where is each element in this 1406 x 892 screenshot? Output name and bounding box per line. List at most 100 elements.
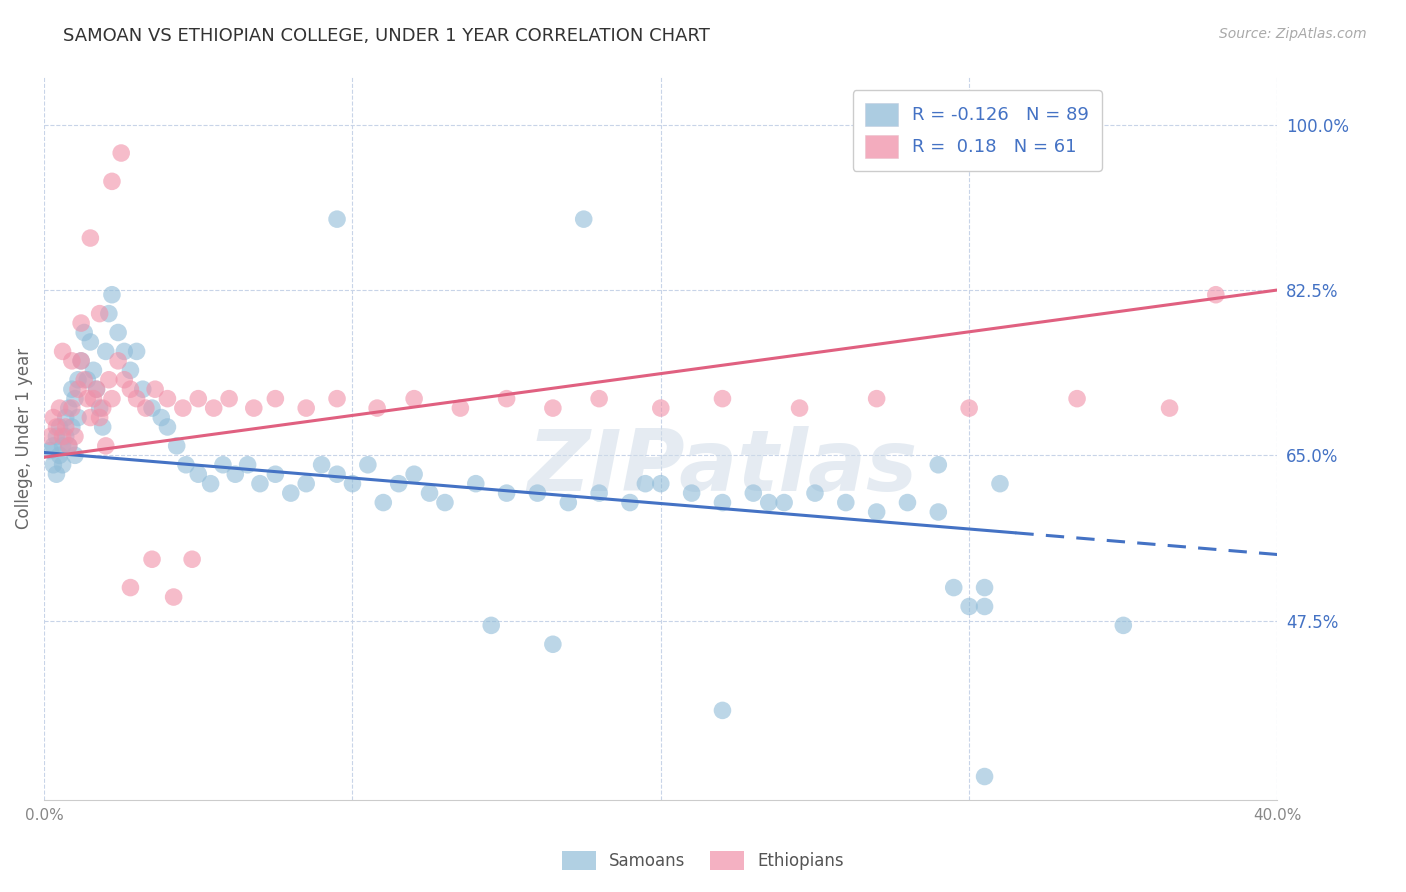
Point [224, 467, 246, 482]
Point [404, 467, 426, 482]
Point [86, 382, 108, 396]
Point [326, 392, 349, 406]
Point [42, 458, 65, 472]
Point [295, 401, 318, 416]
Point [495, 392, 517, 406]
Point [94, 439, 117, 453]
Point [865, 505, 887, 519]
Point [200, 476, 222, 491]
Point [973, 581, 995, 595]
Point [957, 401, 980, 416]
Point [48, 420, 70, 434]
Point [60, 401, 83, 416]
Point [758, 495, 780, 509]
Point [143, 382, 166, 396]
Point [66, 382, 89, 396]
Point [541, 401, 564, 416]
Point [218, 392, 240, 406]
Point [174, 458, 197, 472]
Text: Source: ZipAtlas.com: Source: ZipAtlas.com [1219, 27, 1367, 41]
Point [79, 410, 101, 425]
Point [89, 401, 111, 416]
Point [681, 486, 703, 500]
Point [202, 401, 225, 416]
Point [249, 476, 271, 491]
Point [572, 212, 595, 227]
Point [63, 429, 86, 443]
Point [52, 439, 75, 453]
Point [711, 392, 734, 406]
Point [60, 354, 83, 368]
Point [449, 401, 471, 416]
Point [373, 495, 395, 509]
Point [495, 486, 517, 500]
Point [55, 429, 77, 443]
Point [187, 467, 209, 482]
Point [70, 316, 93, 330]
Point [1066, 392, 1088, 406]
Point [89, 307, 111, 321]
Point [76, 392, 98, 406]
Point [404, 392, 426, 406]
Point [94, 344, 117, 359]
Point [132, 382, 155, 396]
Point [63, 448, 86, 462]
Point [650, 401, 672, 416]
Point [120, 581, 142, 595]
Point [86, 382, 108, 396]
Point [73, 326, 96, 340]
Point [107, 326, 129, 340]
Point [48, 401, 70, 416]
Point [326, 467, 349, 482]
Point [82, 392, 104, 406]
Point [52, 458, 75, 472]
Point [70, 354, 93, 368]
Point [101, 174, 124, 188]
Point [973, 770, 995, 784]
Point [82, 363, 104, 377]
Point [711, 703, 734, 717]
Point [39, 443, 62, 458]
Point [804, 486, 827, 500]
Point [711, 495, 734, 509]
Point [66, 410, 89, 425]
Point [60, 420, 83, 434]
Point [634, 476, 657, 491]
Point [97, 373, 120, 387]
Point [107, 354, 129, 368]
Point [76, 373, 98, 387]
Point [264, 467, 287, 482]
Point [42, 410, 65, 425]
Point [280, 486, 302, 500]
Text: SAMOAN VS ETHIOPIAN COLLEGE, UNDER 1 YEAR CORRELATION CHART: SAMOAN VS ETHIOPIAN COLLEGE, UNDER 1 YEA… [63, 27, 710, 45]
Point [150, 410, 173, 425]
Point [55, 410, 77, 425]
Point [52, 429, 75, 443]
Point [48, 448, 70, 462]
Point [141, 401, 163, 416]
Legend: R = -0.126   N = 89, R =  0.18   N = 61: R = -0.126 N = 89, R = 0.18 N = 61 [853, 90, 1102, 170]
Point [45, 420, 67, 434]
Point [742, 486, 765, 500]
Point [526, 486, 548, 500]
Point [366, 401, 388, 416]
Point [120, 363, 142, 377]
Point [63, 392, 86, 406]
Point [45, 467, 67, 482]
Point [60, 382, 83, 396]
Point [166, 439, 188, 453]
Point [295, 476, 318, 491]
Point [342, 476, 364, 491]
Point [73, 373, 96, 387]
Point [988, 476, 1011, 491]
Point [619, 495, 641, 509]
Point [311, 458, 333, 472]
Point [264, 392, 287, 406]
Point [557, 495, 579, 509]
Point [236, 458, 259, 472]
Point [957, 599, 980, 614]
Point [58, 439, 80, 453]
Point [58, 439, 80, 453]
Point [91, 401, 114, 416]
Point [419, 486, 441, 500]
